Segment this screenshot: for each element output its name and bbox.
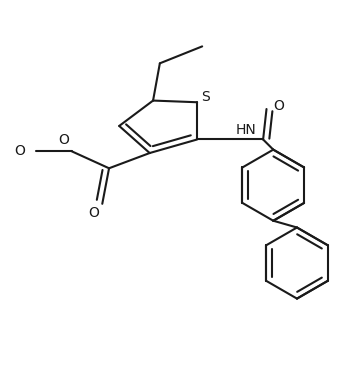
Text: O: O [14, 144, 25, 158]
Text: HN: HN [236, 123, 257, 137]
Text: O: O [88, 206, 99, 220]
Text: S: S [201, 90, 210, 104]
Text: O: O [274, 99, 285, 113]
Text: O: O [58, 133, 69, 147]
